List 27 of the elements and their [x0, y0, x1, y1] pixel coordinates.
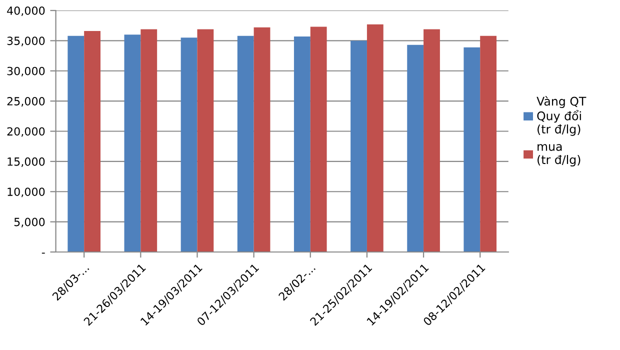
- y-tick-label: 40,000: [7, 6, 45, 16]
- bar: [424, 29, 440, 252]
- y-tick-label: 20,000: [7, 127, 45, 137]
- y-tick-label: 15,000: [8, 157, 45, 167]
- bar: [180, 38, 198, 252]
- bar: [140, 29, 158, 252]
- bar: [84, 31, 100, 252]
- y-tick-label: -: [42, 252, 45, 254]
- bar: [350, 40, 367, 252]
- bar: [68, 36, 84, 252]
- bar: [237, 36, 254, 252]
- bar: [124, 34, 141, 252]
- y-tick-label: 5,000: [14, 218, 45, 228]
- legend-label: mua (tr đ/lg): [538, 144, 580, 166]
- bar: [407, 44, 424, 252]
- bar: [294, 36, 310, 252]
- y-tick-label: 10,000: [8, 188, 45, 198]
- bar: [310, 26, 327, 252]
- legend-label: Vàng QT Quy đổi (tr đ/lg): [536, 96, 586, 136]
- y-tick-label: 25,000: [7, 97, 45, 107]
- bar: [254, 27, 270, 252]
- bar: [197, 29, 214, 252]
- y-tick-label: 30,000: [7, 66, 45, 76]
- bar: [464, 47, 480, 252]
- bar: [366, 24, 384, 252]
- bar: [480, 36, 497, 252]
- y-tick-label: 35,000: [7, 36, 45, 46]
